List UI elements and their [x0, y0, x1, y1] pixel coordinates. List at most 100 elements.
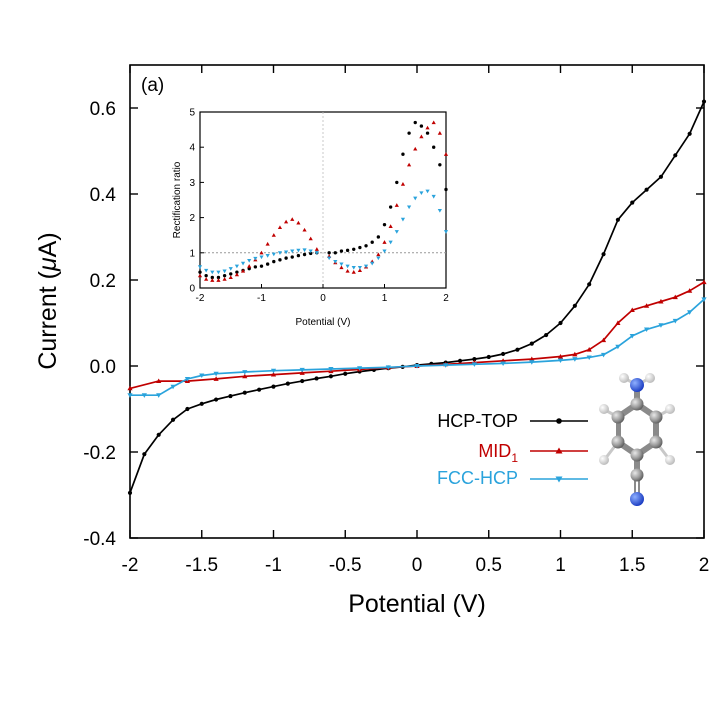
inset-data-point: [198, 270, 202, 274]
y-axis-title: Current (μA): [34, 232, 62, 369]
y-axis-title-mu: μ: [34, 257, 62, 272]
carbon-atom: [630, 468, 644, 482]
inset-data-point: [216, 275, 221, 280]
data-point: [701, 279, 707, 285]
inset-data-point: [388, 240, 393, 245]
data-point: [630, 200, 635, 205]
legend-marker-mid1: [555, 447, 563, 454]
inset-data-point: [400, 182, 406, 186]
legend-label-mid1-subscript: 1: [511, 451, 518, 465]
inset-data-point: [296, 253, 301, 258]
data-point: [271, 384, 276, 389]
inset-data-point: [290, 249, 295, 254]
inset-data-point: [247, 264, 252, 268]
inset-data-point: [234, 264, 239, 269]
x-tick-label: 1: [555, 555, 566, 576]
inset-series: [197, 120, 449, 282]
data-point: [242, 390, 247, 395]
inset-data-point: [296, 220, 301, 225]
carbon-atom: [649, 435, 663, 449]
inset-data-point: [407, 162, 412, 167]
legend-marker-fcc-hcp: [555, 476, 563, 483]
inset-data-point: [309, 251, 313, 256]
inset-data-point: [388, 224, 393, 228]
x-axis-title: Potential (V): [348, 590, 486, 618]
inset-y-tick-label: 4: [189, 143, 195, 154]
data-point: [184, 376, 190, 382]
inset-data-point: [302, 252, 307, 257]
data-point: [529, 360, 535, 365]
main-plot: -2 -1.5 -1 -0.5 0 0.5 1 1.5 2 -0.4 -0.2 0.0 0.2 0.4 0.…: [83, 64, 709, 576]
inset-data-point: [443, 152, 449, 156]
inset-x-tick-label: 1: [382, 293, 388, 304]
inset-data-point: [357, 268, 362, 272]
data-point: [501, 351, 506, 357]
nitrogen-atom: [630, 492, 644, 506]
data-point: [242, 370, 248, 375]
x-tick-label: 1.5: [619, 555, 645, 576]
inset-data-point: [271, 233, 276, 237]
carbon-atom: [630, 448, 644, 462]
y-tick-label: 0.0: [90, 357, 116, 378]
inset-data-point: [216, 270, 221, 275]
inset-series-mid1: [197, 120, 449, 282]
inset-x-tick-label: -2: [196, 293, 205, 304]
inset-data-point: [216, 278, 221, 282]
data-point: [156, 432, 161, 437]
data-point: [270, 368, 277, 374]
data-point: [701, 99, 707, 104]
inset-data-point: [437, 131, 442, 135]
series-fcc-hcp: [127, 297, 707, 398]
molecule-illustration: [599, 373, 675, 506]
carbon-atom: [649, 410, 663, 424]
inset-y-tick-label: 2: [189, 213, 195, 224]
legend-entry-mid1: MID1: [478, 441, 588, 465]
data-point: [257, 387, 262, 392]
inset-x-axis-title: Potential (V): [295, 317, 350, 328]
data-point: [515, 347, 520, 352]
y-axis-title-suffix: A): [34, 232, 62, 257]
data-point: [472, 357, 477, 362]
inset-data-point: [438, 163, 442, 167]
inset-y-axis-title: Rectification ratio: [172, 161, 183, 238]
inset-data-point: [370, 261, 375, 266]
inset-data-point: [339, 262, 344, 267]
inset-data-point: [290, 217, 295, 221]
hydrogen-atom: [599, 455, 609, 465]
data-point: [557, 353, 564, 359]
data-point: [586, 355, 592, 360]
inset-data-point: [197, 273, 203, 278]
y-tick-label: -0.2: [83, 443, 116, 464]
inset-data-point: [394, 203, 399, 207]
hydrogen-atom: [665, 404, 675, 414]
data-point: [629, 307, 635, 313]
data-point: [644, 187, 649, 192]
y-tick-label: -0.4: [83, 529, 116, 550]
inset-data-point: [277, 225, 283, 230]
inset-data-point: [376, 235, 381, 239]
data-point: [156, 378, 162, 383]
y-axis-title-prefix: Current (: [34, 270, 62, 369]
data-point: [242, 373, 248, 379]
data-point: [214, 397, 219, 402]
panel-label: (a): [141, 75, 164, 96]
inset-data-point: [302, 248, 307, 253]
inset-data-point: [259, 250, 264, 255]
data-point: [572, 303, 577, 308]
data-point: [600, 352, 607, 358]
data-point: [687, 310, 693, 315]
inset-data-point: [302, 227, 307, 232]
inset-data-point: [327, 251, 331, 255]
inset-data-point: [259, 264, 264, 268]
inset-data-point: [345, 248, 350, 253]
x-tick-label: -1.5: [185, 555, 218, 576]
y-tick-label: 0.6: [90, 99, 116, 120]
inset-y-tick-label: 0: [189, 284, 195, 295]
data-point: [629, 333, 635, 339]
inset-data-point: [413, 120, 417, 125]
nitrogen-atom: [630, 378, 644, 392]
data-point: [199, 373, 205, 379]
inset-data-point: [333, 251, 337, 255]
legend: HCP-TOP MID1 FCC-HCP: [437, 411, 588, 488]
